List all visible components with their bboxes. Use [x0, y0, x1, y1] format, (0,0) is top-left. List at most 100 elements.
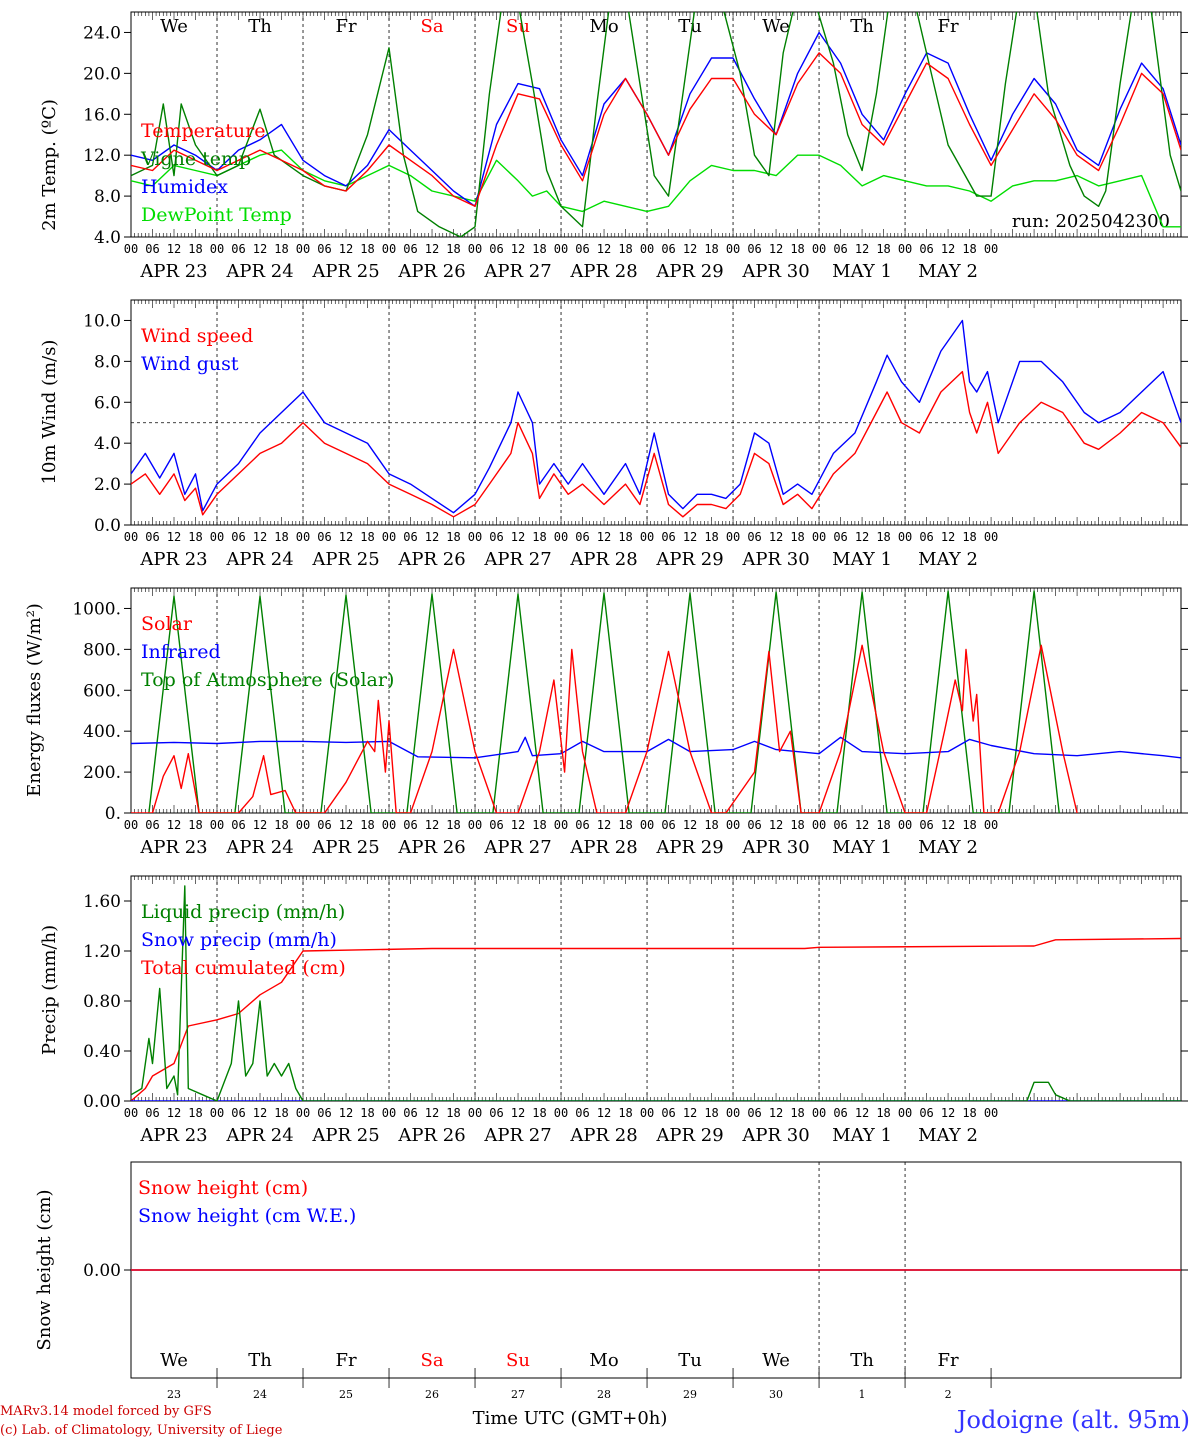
hour-tick-label: 06: [575, 242, 589, 256]
hour-tick-label: 12: [769, 1106, 783, 1120]
hour-tick-label: 00: [382, 1106, 396, 1120]
hour-tick-label: 06: [833, 1106, 847, 1120]
date-label: MAY 2: [918, 1125, 978, 1146]
hour-tick-label: 12: [425, 530, 439, 544]
hour-tick-label: 06: [231, 530, 245, 544]
series-line-3: [131, 31, 1181, 207]
date-label: MAY 2: [918, 549, 978, 570]
weekday-label: We: [160, 1350, 188, 1371]
hour-tick-label: 00: [468, 1106, 482, 1120]
hour-tick-label: 18: [188, 1106, 202, 1120]
chart-panel-5: We 23 Th 24 Fr 25 Sa 26 Su 27 Mo 28 Tu 29 We 30 Th 1 Fr 2 0.…: [34, 1161, 1188, 1401]
weekday-label: Th: [850, 1350, 874, 1371]
weekday-label: Fr: [335, 16, 356, 37]
date-label: APR 30: [741, 837, 809, 858]
y-tick-label: 800.: [83, 640, 121, 660]
hour-tick-label: 06: [489, 242, 503, 256]
day-number-label: 26: [425, 1388, 439, 1401]
hour-tick-label: 18: [532, 530, 546, 544]
hour-tick-label: 18: [876, 242, 890, 256]
hour-tick-label: 06: [747, 530, 761, 544]
hour-tick-label: 00: [296, 530, 310, 544]
hour-tick-label: 18: [704, 242, 718, 256]
date-label: APR 27: [483, 1125, 551, 1146]
legend-entry-4: DewPoint Temp: [141, 204, 292, 226]
hour-tick-label: 12: [425, 1106, 439, 1120]
hour-tick-label: 06: [403, 1106, 417, 1120]
hour-tick-label: 12: [425, 242, 439, 256]
series-line-4: [131, 149, 1181, 228]
weekday-label: Su: [506, 1350, 530, 1371]
y-tick-label: 8.0: [94, 352, 121, 372]
hour-tick-label: 18: [962, 242, 976, 256]
hour-tick-label: 06: [575, 530, 589, 544]
weekday-label: Sa: [420, 1350, 443, 1371]
series-line-3: [131, 937, 1181, 1101]
hour-tick-label: 12: [855, 818, 869, 832]
hour-tick-label: 06: [575, 1106, 589, 1120]
hour-tick-label: 06: [145, 242, 159, 256]
legend-entry-3: Top of Atmosphere (Solar): [141, 669, 394, 691]
hour-tick-label: 06: [489, 1106, 503, 1120]
weekday-label: Mo: [589, 1350, 618, 1371]
date-label: APR 30: [741, 261, 809, 282]
legend-entry-2: Wind gust: [141, 353, 239, 375]
hour-tick-label: 12: [683, 530, 697, 544]
hour-tick-label: 18: [274, 818, 288, 832]
date-label: APR 27: [483, 837, 551, 858]
date-label: APR 29: [655, 837, 723, 858]
hour-tick-label: 00: [640, 818, 654, 832]
hour-tick-label: 18: [274, 1106, 288, 1120]
hour-tick-label: 06: [489, 818, 503, 832]
hour-tick-label: 00: [984, 818, 998, 832]
y-tick-label: 12.0: [83, 146, 121, 166]
hour-tick-label: 06: [833, 818, 847, 832]
date-label: APR 30: [741, 1125, 809, 1146]
hour-tick-label: 18: [446, 530, 460, 544]
weekday-label: Fr: [335, 1350, 356, 1371]
hour-tick-label: 06: [317, 818, 331, 832]
hour-tick-label: 06: [747, 818, 761, 832]
hour-tick-label: 06: [661, 818, 675, 832]
hour-tick-label: 12: [941, 1106, 955, 1120]
hour-tick-label: 00: [210, 530, 224, 544]
hour-tick-label: 06: [747, 1106, 761, 1120]
date-label: APR 29: [655, 549, 723, 570]
hour-tick-label: 18: [790, 1106, 804, 1120]
weekday-label: We: [762, 1350, 790, 1371]
footer-model-credit: MARv3.14 model forced by GFS: [0, 1404, 212, 1419]
hour-tick-label: 06: [833, 242, 847, 256]
hour-tick-label: 06: [833, 530, 847, 544]
hour-tick-label: 18: [876, 818, 890, 832]
footer-lab-credit: (c) Lab. of Climatology, University of L…: [0, 1423, 283, 1438]
y-tick-label: 400.: [83, 722, 121, 742]
day-number-label: 27: [511, 1388, 525, 1401]
legend-entry-2: Snow precip (mm/h): [141, 929, 337, 951]
legend-entry-1: Solar: [141, 613, 193, 635]
y-tick-label: 1000.: [72, 599, 121, 619]
date-label: APR 28: [569, 261, 637, 282]
hour-tick-label: 00: [382, 818, 396, 832]
hour-tick-label: 00: [296, 242, 310, 256]
hour-tick-label: 12: [167, 818, 181, 832]
hour-tick-label: 18: [446, 1106, 460, 1120]
hour-tick-label: 00: [210, 1106, 224, 1120]
date-label: APR 26: [397, 1125, 465, 1146]
legend-entry-3: Humidex: [141, 176, 228, 198]
y-tick-label: 0.80: [83, 992, 121, 1012]
hour-tick-label: 00: [210, 818, 224, 832]
hour-tick-label: 00: [468, 530, 482, 544]
hour-tick-label: 00: [124, 242, 138, 256]
y-tick-label: 0.: [105, 804, 121, 824]
hour-tick-label: 06: [661, 1106, 675, 1120]
hour-tick-label: 00: [382, 530, 396, 544]
hour-tick-label: 06: [145, 530, 159, 544]
hour-tick-label: 18: [790, 242, 804, 256]
series-line-3: [148, 590, 1060, 813]
series-group: [131, 590, 1181, 813]
legend-entry-1: Wind speed: [141, 325, 253, 347]
hour-tick-label: 12: [339, 242, 353, 256]
hour-tick-label: 18: [188, 530, 202, 544]
hour-tick-label: 18: [618, 242, 632, 256]
y-axis-label: 2m Temp. (ºC): [39, 99, 60, 231]
